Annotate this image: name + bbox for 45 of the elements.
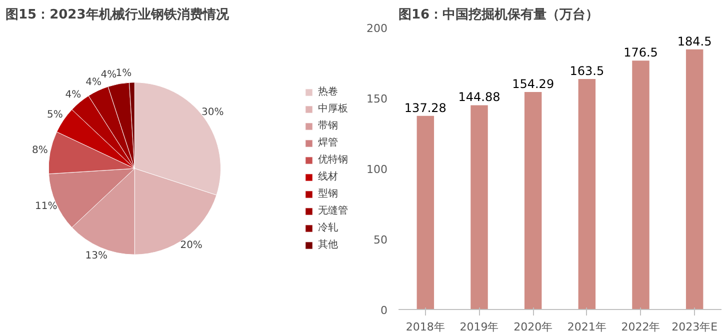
chart-title: 图16：中国挖掘机保有量（万台） xyxy=(398,6,599,22)
data-label: 184.5 xyxy=(677,34,712,48)
chart-title: 图15：2023年机械行业钢铁消费情况 xyxy=(6,8,230,22)
data-label: 5% xyxy=(46,110,63,121)
data-label: 4% xyxy=(65,90,82,101)
bar xyxy=(578,78,596,310)
data-label: 163.5 xyxy=(570,64,604,78)
legend-label: 热卷 xyxy=(318,86,338,98)
legend-label: 优特钢 xyxy=(318,153,348,166)
x-tick-label: 2018年 xyxy=(406,320,445,334)
y-tick-label: 50 xyxy=(374,234,388,246)
data-label: 144.88 xyxy=(458,90,500,104)
legend-label: 中厚板 xyxy=(318,102,348,116)
data-label: 4% xyxy=(86,76,102,88)
x-tick-label: 2020年 xyxy=(514,320,553,334)
x-tick-label: 2021年 xyxy=(567,320,606,334)
y-tick-label: 150 xyxy=(366,92,388,106)
legend-label: 冷轧 xyxy=(318,222,338,234)
bar xyxy=(470,105,488,310)
data-label: 1% xyxy=(116,68,132,79)
legend-label: 无缝管 xyxy=(318,204,348,218)
data-label: 176.5 xyxy=(624,46,658,60)
x-tick-label: 2022年 xyxy=(621,320,660,334)
data-label: 154.29 xyxy=(512,76,554,91)
x-tick-label: 2019年 xyxy=(460,320,499,334)
bar xyxy=(416,116,434,310)
legend-label: 线材 xyxy=(318,170,338,184)
data-label: 137.28 xyxy=(404,100,446,115)
bar xyxy=(524,92,542,310)
y-tick-label: 200 xyxy=(366,22,388,35)
bar xyxy=(686,49,704,310)
bar xyxy=(632,60,650,310)
y-tick-label: 100 xyxy=(366,163,388,176)
legend-label: 型钢 xyxy=(318,187,338,200)
data-label: 4% xyxy=(100,70,117,81)
legend-label: 带钢 xyxy=(318,119,338,132)
x-tick-label: 2023年E xyxy=(672,320,718,334)
data-label: 20% xyxy=(180,240,202,251)
data-label: 8% xyxy=(32,145,48,156)
data-label: 11% xyxy=(35,200,58,212)
data-label: 30% xyxy=(202,107,224,118)
legend-label: 焊管 xyxy=(318,136,338,150)
legend-label: 其他 xyxy=(318,238,338,252)
data-label: 13% xyxy=(85,250,108,262)
y-tick-label: 0 xyxy=(380,304,388,317)
